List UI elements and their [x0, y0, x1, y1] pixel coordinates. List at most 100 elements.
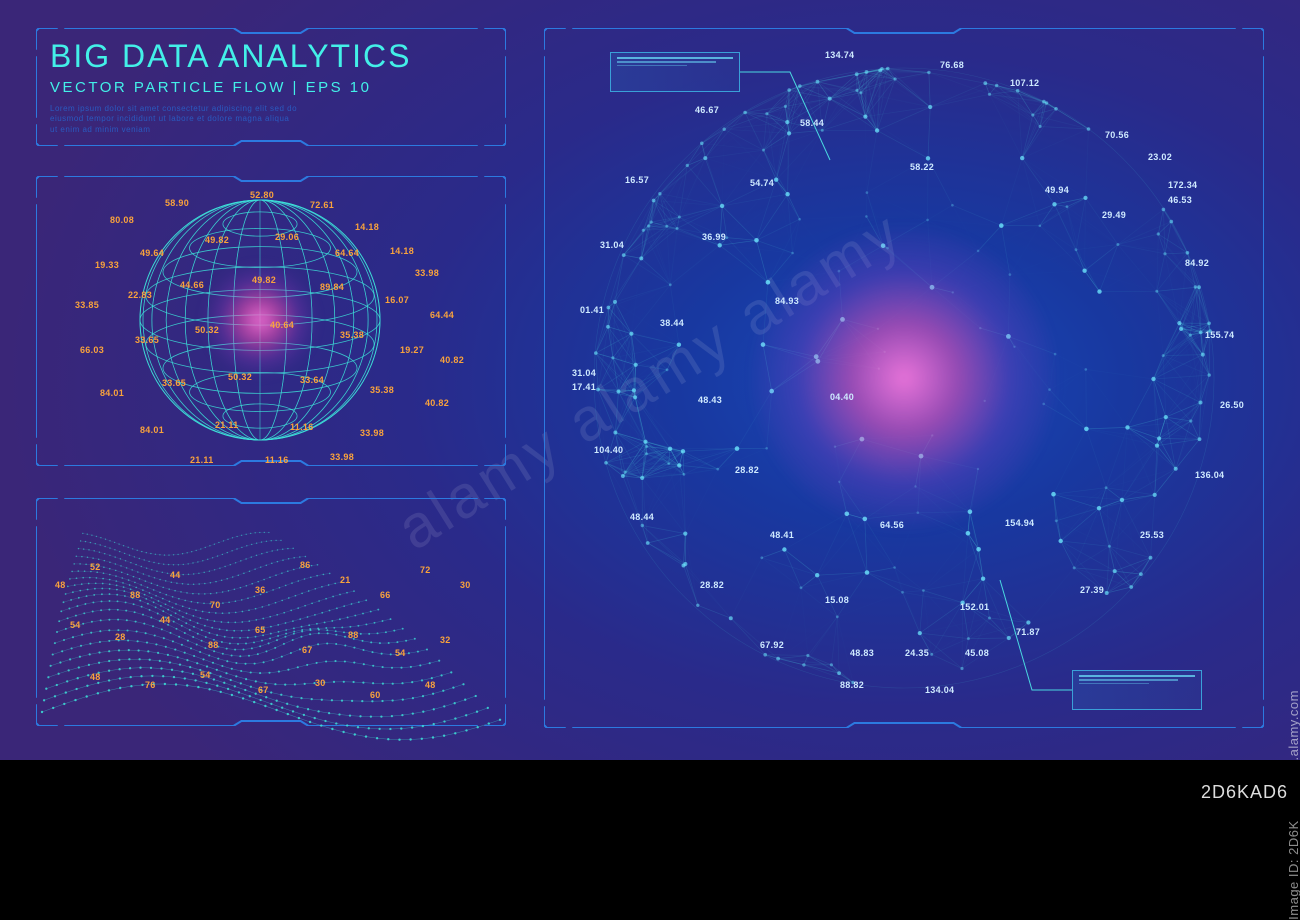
plexus-num-label-4: 58.44 [800, 118, 824, 128]
bottom-bar: 2D6KAD6 [0, 760, 1300, 821]
terrain-num-label-8: 66 [380, 590, 391, 600]
plexus-num-label-42: 88.82 [840, 680, 864, 690]
terrain-num-label-3: 44 [170, 570, 181, 580]
plexus-num-label-15: 36.99 [702, 232, 726, 242]
globe-num-label-34: 11.16 [290, 422, 314, 432]
globe-num-label-22: 40.64 [270, 320, 294, 330]
terrain-num-label-14: 88 [208, 640, 219, 650]
plexus-num-label-31: 64.56 [880, 520, 904, 530]
terrain-num-label-22: 54 [200, 670, 211, 680]
globe-num-label-18: 64.44 [430, 310, 454, 320]
plexus-num-label-11: 58.22 [910, 162, 934, 172]
plexus-num-label-14: 31.04 [600, 240, 624, 250]
plexus-num-label-35: 15.08 [825, 595, 849, 605]
globe-num-label-2: 52.80 [250, 190, 274, 200]
terrain-num-label-26: 48 [425, 680, 436, 690]
globe-num-label-27: 33.65 [162, 378, 186, 388]
terrain-num-label-11: 54 [70, 620, 81, 630]
globe-num-label-21: 50.32 [195, 325, 219, 335]
globe-num-label-23: 35.38 [340, 330, 364, 340]
globe-num-label-35: 33.98 [360, 428, 384, 438]
terrain-num-label-2: 88 [130, 590, 141, 600]
globe-num-label-6: 49.64 [140, 248, 164, 258]
plexus-num-label-17: 01.41 [580, 305, 604, 315]
globe-num-label-33: 21.11 [215, 420, 239, 430]
globe-num-label-10: 14.18 [390, 246, 414, 256]
terrain-num-label-9: 72 [420, 565, 431, 575]
terrain-num-label-1: 52 [90, 562, 101, 572]
plexus-num-label-8: 46.53 [1168, 195, 1192, 205]
plexus-num-label-43: 134.04 [925, 685, 954, 695]
plexus-num-label-39: 48.83 [850, 648, 874, 658]
globe-num-label-19: 66.03 [80, 345, 104, 355]
plexus-num-label-26: 104.40 [594, 445, 623, 455]
plexus-num-label-36: 152.01 [960, 602, 989, 612]
terrain-num-label-6: 86 [300, 560, 311, 570]
globe-num-label-25: 40.82 [440, 355, 464, 365]
plexus-num-label-32: 154.94 [1005, 518, 1034, 528]
globe-num-label-12: 33.85 [75, 300, 99, 310]
globe-num-label-26: 84.01 [100, 388, 124, 398]
terrain-num-label-23: 67 [258, 685, 269, 695]
plexus-num-label-22: 17.41 [572, 382, 596, 392]
globe-num-label-14: 44.66 [180, 280, 204, 290]
plexus-num-label-41: 45.08 [965, 648, 989, 658]
terrain-num-label-0: 48 [55, 580, 66, 590]
globe-num-label-9: 64.64 [335, 248, 359, 258]
globe-num-label-32: 84.01 [140, 425, 164, 435]
globe-num-label-8: 29.06 [275, 232, 299, 242]
terrain-num-label-10: 30 [460, 580, 471, 590]
globe-num-label-36: 21.11 [190, 455, 214, 465]
plexus-num-label-34: 28.82 [700, 580, 724, 590]
terrain-num-label-24: 30 [315, 678, 326, 688]
plexus-num-label-5: 70.56 [1105, 130, 1129, 140]
terrain-num-label-20: 48 [90, 672, 101, 682]
globe-num-label-31: 40.82 [425, 398, 449, 408]
globe-num-label-1: 58.90 [165, 198, 189, 208]
plexus-num-label-0: 134.74 [825, 50, 854, 60]
globe-num-label-4: 14.18 [355, 222, 379, 232]
globe-num-label-11: 33.98 [415, 268, 439, 278]
plexus-num-label-16: 84.92 [1185, 258, 1209, 268]
terrain-num-label-4: 70 [210, 600, 221, 610]
plexus-num-label-23: 48.43 [698, 395, 722, 405]
plexus-num-label-7: 172.34 [1168, 180, 1197, 190]
globe-num-label-16: 89.84 [320, 282, 344, 292]
globe-num-label-5: 19.33 [95, 260, 119, 270]
plexus-num-label-18: 38.44 [660, 318, 684, 328]
globe-num-label-20: 33.65 [135, 335, 159, 345]
globe-num-label-29: 33.64 [300, 375, 324, 385]
plexus-num-label-33: 25.53 [1140, 530, 1164, 540]
plexus-num-label-1: 76.68 [940, 60, 964, 70]
terrain-num-label-16: 67 [302, 645, 313, 655]
globe-num-label-17: 16.07 [385, 295, 409, 305]
leader-label: 71.87 [1016, 627, 1040, 637]
plexus-num-label-24: 04.40 [830, 392, 854, 402]
plexus-num-label-27: 28.82 [735, 465, 759, 475]
terrain-num-label-13: 44 [160, 615, 171, 625]
plexus-num-label-10: 54.74 [750, 178, 774, 188]
globe-num-label-13: 22.83 [128, 290, 152, 300]
globe-num-label-0: 80.08 [110, 215, 134, 225]
globe-num-label-37: 11.16 [265, 455, 289, 465]
plexus-num-label-38: 67.92 [760, 640, 784, 650]
plexus-num-label-19: 84.93 [775, 296, 799, 306]
terrain-num-label-19: 32 [440, 635, 451, 645]
terrain-num-label-17: 88 [348, 630, 359, 640]
terrain-num-label-12: 28 [115, 632, 126, 642]
plexus-num-label-6: 23.02 [1148, 152, 1172, 162]
plexus-num-label-9: 16.57 [625, 175, 649, 185]
terrain-num-label-25: 60 [370, 690, 381, 700]
info-callout-top [610, 52, 740, 92]
image-id: 2D6KAD6 [1201, 782, 1288, 803]
dashboard-canvas: alamy alamy alamy BIG DATA ANALYTICS VEC… [0, 0, 1300, 760]
plexus-num-label-3: 46.67 [695, 105, 719, 115]
globe-num-label-15: 49.82 [252, 275, 276, 285]
plexus-num-label-13: 29.49 [1102, 210, 1126, 220]
globe-num-label-30: 35.38 [370, 385, 394, 395]
globe-num-label-38: 33.98 [330, 452, 354, 462]
globe-num-label-28: 50.32 [228, 372, 252, 382]
plexus-num-label-29: 48.44 [630, 512, 654, 522]
plexus-num-label-21: 31.04 [572, 368, 596, 378]
plexus-num-label-40: 24.35 [905, 648, 929, 658]
